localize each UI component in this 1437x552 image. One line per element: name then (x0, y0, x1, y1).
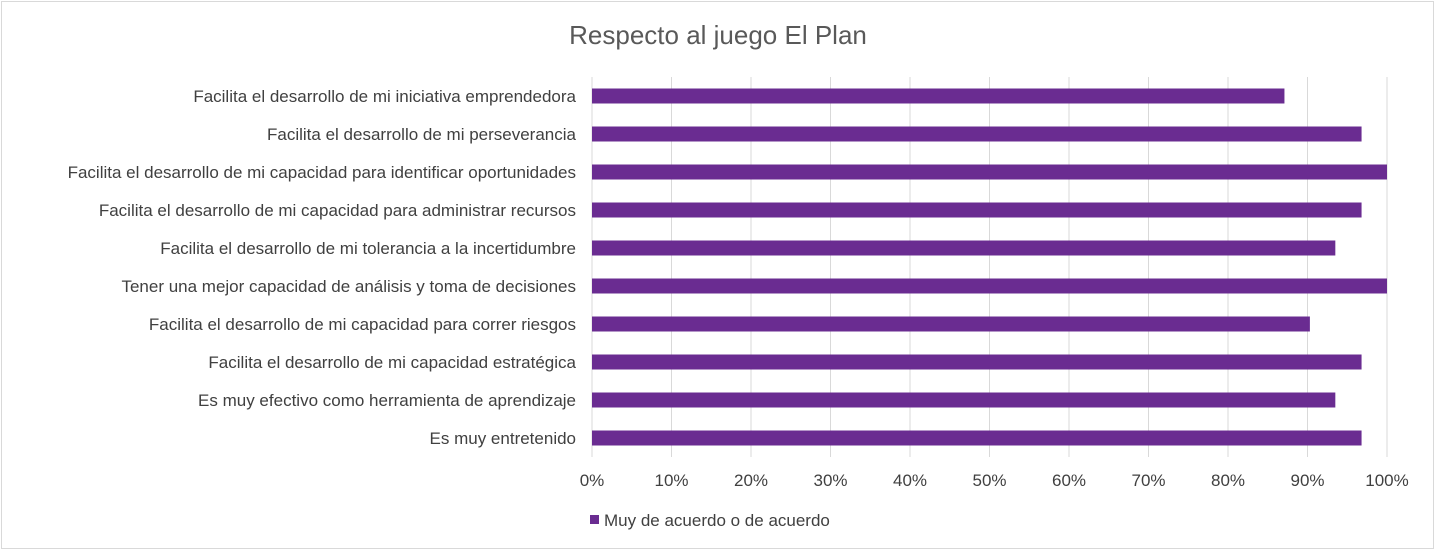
x-tick-label: 90% (1290, 471, 1324, 490)
bar (592, 278, 1387, 294)
x-tick-label: 60% (1052, 471, 1086, 490)
category-label: Facilita el desarrollo de mi capacidad p… (99, 201, 576, 220)
category-label: Es muy efectivo como herramienta de apre… (198, 391, 576, 410)
category-labels: Facilita el desarrollo de mi iniciativa … (68, 87, 577, 448)
chart-title: Respecto al juego El Plan (569, 20, 867, 50)
category-label: Es muy entretenido (430, 429, 576, 448)
x-axis-tick-labels: 0% 10% 20% 30% 40% 50% 60% 70% 80% 90% 100% (580, 471, 1409, 490)
x-tick-label: 70% (1131, 471, 1165, 490)
bar (592, 202, 1362, 218)
bar (592, 88, 1285, 104)
x-tick-label: 20% (734, 471, 768, 490)
category-label: Facilita el desarrollo de mi perseveranc… (267, 125, 577, 144)
x-tick-label: 100% (1365, 471, 1408, 490)
category-label: Facilita el desarrollo de mi capacidad e… (208, 353, 576, 372)
category-label: Facilita el desarrollo de mi capacidad p… (68, 163, 576, 182)
bar (592, 392, 1336, 408)
category-label: Facilita el desarrollo de mi capacidad p… (149, 315, 576, 334)
bar (592, 430, 1362, 446)
x-tick-label: 0% (580, 471, 605, 490)
bar (592, 240, 1336, 256)
x-tick-label: 50% (972, 471, 1006, 490)
bar (592, 126, 1362, 142)
legend: Muy de acuerdo o de acuerdo (590, 511, 830, 530)
legend-swatch (590, 515, 599, 524)
bar (592, 164, 1387, 180)
category-label: Tener una mejor capacidad de análisis y … (121, 277, 576, 296)
bar (592, 316, 1310, 332)
category-label: Facilita el desarrollo de mi iniciativa … (193, 87, 576, 106)
legend-label: Muy de acuerdo o de acuerdo (604, 511, 830, 530)
bar (592, 354, 1362, 370)
x-tick-label: 10% (654, 471, 688, 490)
category-label: Facilita el desarrollo de mi tolerancia … (160, 239, 576, 258)
x-tick-label: 30% (813, 471, 847, 490)
bars (592, 88, 1387, 446)
x-tick-label: 80% (1211, 471, 1245, 490)
x-tick-label: 40% (893, 471, 927, 490)
